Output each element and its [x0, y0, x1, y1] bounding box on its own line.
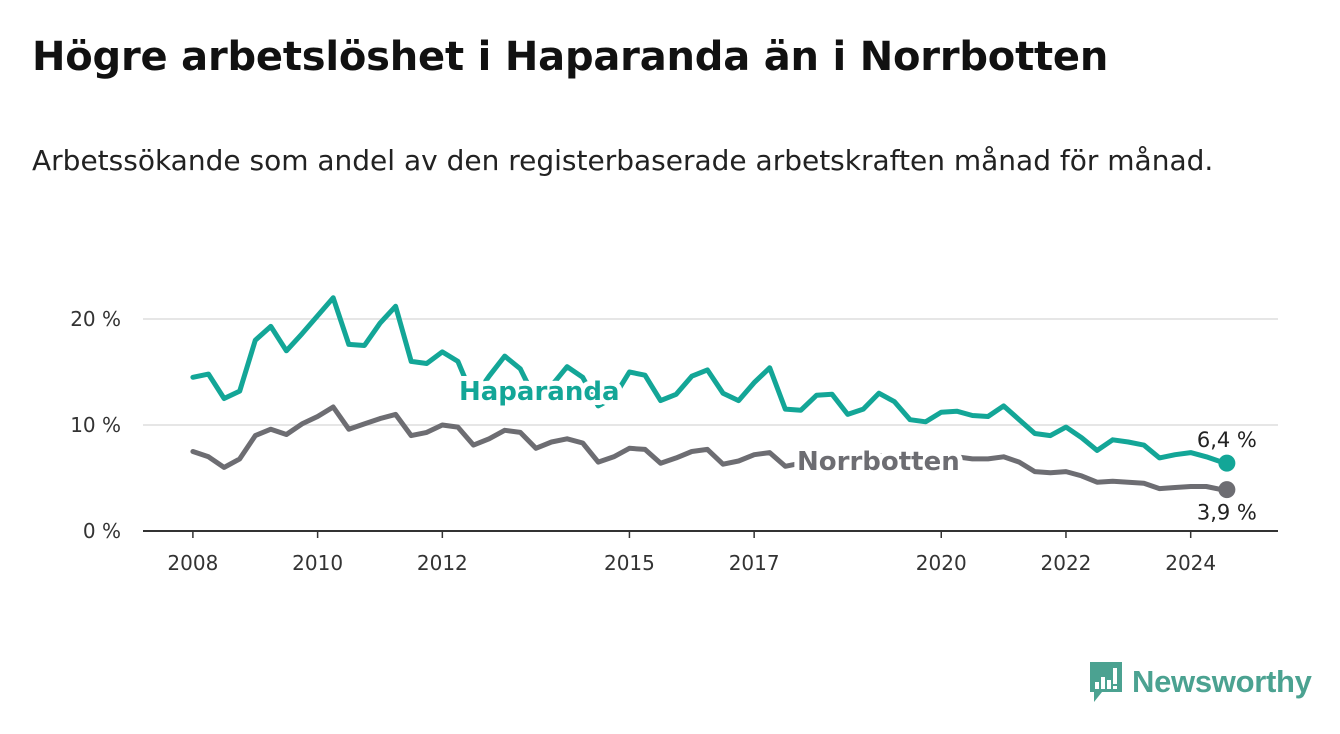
y-tick-label: 20 % [70, 307, 121, 331]
x-tick-label: 2008 [167, 551, 218, 575]
grid-lines [143, 318, 1278, 426]
axes: 0 % 10 % 20 % 2008 2010 2012 2015 2017 2020 2022 2… [70, 307, 1278, 575]
newsworthy-logo: Newsworthy [1088, 660, 1312, 704]
y-tick-label: 0 % [83, 519, 121, 543]
x-tick-label: 2022 [1041, 551, 1092, 575]
brand-name: Newsworthy [1132, 664, 1312, 699]
newsworthy-logo-icon [1090, 662, 1122, 702]
x-tick-label: 2015 [604, 551, 655, 575]
chart-subtitle: Arbetssökande som andel av den registerb… [32, 144, 1214, 177]
x-tick-label: 2012 [417, 551, 468, 575]
x-tick-label: 2020 [916, 551, 967, 575]
chart-title: Högre arbetslöshet i Haparanda än i Norr… [32, 34, 1109, 80]
end-value-label-norrbotten: 3,9 % [1197, 501, 1257, 525]
end-point-haparanda [1218, 454, 1236, 472]
series-lines [190, 295, 1236, 499]
x-tick-label: 2024 [1165, 551, 1216, 575]
y-tick-label: 10 % [70, 413, 121, 437]
x-tick-label: 2017 [729, 551, 780, 575]
x-tick-label: 2010 [292, 551, 343, 575]
end-point-norrbotten [1218, 481, 1236, 499]
series-label-halo-norrbotten: Norrbotten [797, 447, 960, 477]
end-value-label-haparanda: 6,4 % [1197, 428, 1257, 452]
series-label-haparanda: Haparanda [459, 377, 620, 407]
series-label-norrbotten: Norrbotten [797, 447, 960, 477]
series-line-haparanda [190, 295, 1230, 466]
series-line-norrbotten [190, 404, 1230, 493]
series-label-halo-haparanda: Haparanda [459, 377, 620, 407]
